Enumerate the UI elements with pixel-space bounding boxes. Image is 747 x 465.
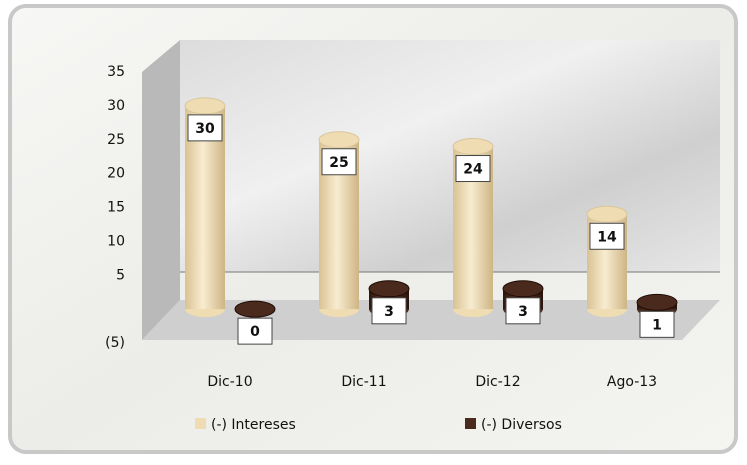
value-label-box <box>321 148 357 176</box>
y-tick-label: 35 <box>107 64 125 80</box>
bar-top <box>636 293 678 311</box>
legend-label: (-) Diversos <box>481 417 562 433</box>
x-tick-label: Dic-12 <box>475 374 520 390</box>
bar-top <box>318 131 360 149</box>
side-wall <box>142 40 180 340</box>
value-label: 24 <box>463 162 483 178</box>
back-wall <box>180 40 720 272</box>
value-label-box <box>505 297 541 325</box>
x-tick-label: Ago-13 <box>607 374 657 390</box>
bar-top <box>452 138 494 156</box>
bar-top <box>502 280 544 298</box>
value-label-box <box>187 114 223 142</box>
floor <box>142 300 720 340</box>
legend-label: (-) Intereses <box>211 417 296 433</box>
y-tick-label: 15 <box>107 200 125 216</box>
y-tick-label: 20 <box>107 166 125 182</box>
x-tick-label: Dic-11 <box>341 374 386 390</box>
x-tick-label: Dic-10 <box>207 374 252 390</box>
value-label: 14 <box>597 229 617 245</box>
y-tick-label: (5) <box>105 335 125 351</box>
bar-top <box>368 280 410 298</box>
y-tick-label: 10 <box>107 233 125 249</box>
value-label: 0 <box>250 324 260 340</box>
y-tick-label: 25 <box>107 132 125 148</box>
value-label-box <box>639 310 675 338</box>
y-tick-label: 5 <box>116 267 125 283</box>
value-label-box <box>589 222 625 250</box>
value-label-box <box>237 317 273 345</box>
bar <box>234 300 276 318</box>
value-label: 3 <box>384 304 394 320</box>
value-label: 30 <box>195 121 215 137</box>
bar-top <box>184 97 226 115</box>
bar-top <box>586 205 628 223</box>
value-label-box <box>371 297 407 325</box>
value-label: 1 <box>652 317 662 333</box>
value-label-box <box>455 155 491 183</box>
legend-swatch <box>195 418 206 429</box>
y-tick-label: 30 <box>107 98 125 114</box>
bar-top <box>234 300 276 318</box>
legend-swatch <box>465 418 476 429</box>
value-label: 3 <box>518 304 528 320</box>
value-label: 25 <box>329 155 348 171</box>
